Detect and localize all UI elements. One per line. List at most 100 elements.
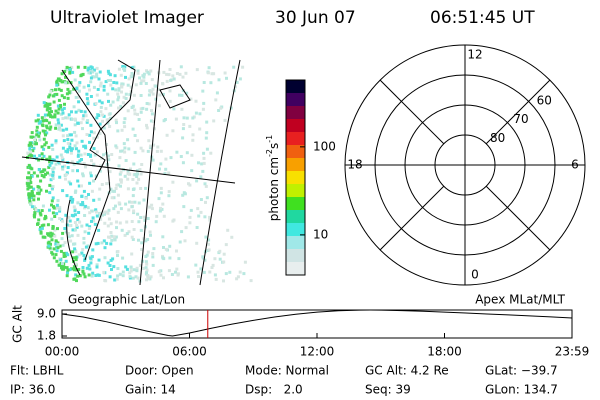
speckle — [43, 113, 47, 117]
speckle — [56, 104, 60, 108]
speckle — [167, 194, 171, 198]
speckle — [92, 131, 96, 135]
speckle — [45, 126, 49, 130]
speckle — [87, 193, 90, 196]
speckle — [81, 117, 85, 121]
speckle — [50, 143, 54, 147]
speckle — [66, 134, 70, 138]
speckle — [51, 211, 55, 215]
speckle — [233, 85, 237, 89]
speckle — [92, 163, 95, 167]
speckle — [73, 144, 77, 148]
speckle — [202, 101, 206, 105]
speckle — [133, 150, 137, 154]
speckle — [116, 250, 120, 253]
speckle — [82, 144, 86, 148]
speckle — [119, 149, 123, 153]
speckle — [107, 158, 111, 162]
coast — [89, 59, 136, 181]
speckle — [89, 261, 93, 265]
speckle — [81, 203, 85, 207]
speckle — [83, 214, 87, 217]
speckle — [149, 119, 153, 123]
speckle — [106, 261, 110, 265]
speckle — [130, 75, 134, 79]
speckle — [226, 228, 230, 232]
speckle — [155, 214, 159, 218]
speckle — [75, 225, 79, 229]
speckle — [90, 255, 94, 259]
speckle — [76, 169, 79, 173]
speckle — [64, 213, 68, 217]
speckle — [26, 187, 30, 191]
y-axis-label: GC Alt — [11, 305, 25, 343]
speckle — [54, 162, 58, 166]
speckle — [56, 246, 60, 250]
speckle — [204, 136, 208, 140]
speckle — [70, 117, 74, 121]
speckle — [126, 177, 130, 181]
speckle — [126, 109, 130, 113]
speckle — [35, 129, 39, 133]
speckle — [109, 231, 113, 234]
speckle — [148, 205, 152, 209]
speckle — [80, 251, 84, 255]
speckle — [121, 256, 125, 260]
speckle — [73, 130, 77, 134]
speckle — [87, 71, 91, 75]
mlt-spoke — [485, 79, 551, 145]
speckle — [241, 65, 245, 69]
speckle — [37, 168, 41, 172]
speckle — [74, 95, 78, 99]
mlt-spoke — [379, 79, 445, 145]
speckle — [119, 207, 123, 211]
speckle — [161, 256, 165, 260]
speckle — [105, 182, 109, 186]
speckle — [115, 121, 118, 125]
speckle — [37, 192, 41, 196]
speckle — [201, 169, 205, 173]
speckle — [151, 263, 155, 267]
speckle — [217, 109, 221, 112]
speckle — [103, 256, 107, 260]
speckle — [42, 168, 46, 172]
speckle — [109, 79, 112, 82]
speckle — [71, 228, 75, 232]
speckle — [168, 68, 172, 71]
speckle — [98, 99, 102, 103]
speckle — [32, 146, 36, 150]
speckle — [159, 191, 163, 195]
speckle — [88, 140, 91, 144]
speckle — [28, 198, 32, 202]
speckle — [108, 170, 112, 174]
speckle — [205, 131, 209, 135]
speckle — [131, 238, 135, 241]
speckle — [242, 272, 246, 276]
speckle — [136, 71, 140, 75]
speckle — [191, 116, 195, 120]
speckle — [65, 65, 69, 69]
speckle — [74, 147, 78, 151]
speckle — [100, 241, 104, 245]
speckle — [116, 274, 120, 278]
x-tick-label: 23:59 — [555, 345, 590, 359]
colorbar-segment — [286, 197, 305, 211]
colorbar-segment — [286, 171, 305, 185]
x-tick-label: 00:00 — [45, 345, 80, 359]
speckle — [65, 223, 69, 227]
speckle — [149, 90, 153, 94]
speckle — [218, 257, 222, 261]
speckle — [151, 92, 155, 96]
speckle — [89, 123, 93, 127]
colorbar-tick-label: 100 — [313, 139, 336, 153]
speckle — [135, 175, 139, 178]
speckle — [35, 133, 39, 137]
speckle — [145, 126, 149, 130]
speckle — [115, 277, 119, 281]
speckle — [178, 72, 182, 76]
speckle — [165, 72, 169, 76]
speckle — [188, 183, 192, 187]
speckle — [132, 187, 136, 191]
speckle — [202, 156, 206, 160]
speckle — [106, 92, 110, 96]
